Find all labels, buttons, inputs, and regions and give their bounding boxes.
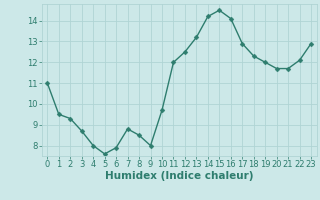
X-axis label: Humidex (Indice chaleur): Humidex (Indice chaleur) — [105, 171, 253, 181]
